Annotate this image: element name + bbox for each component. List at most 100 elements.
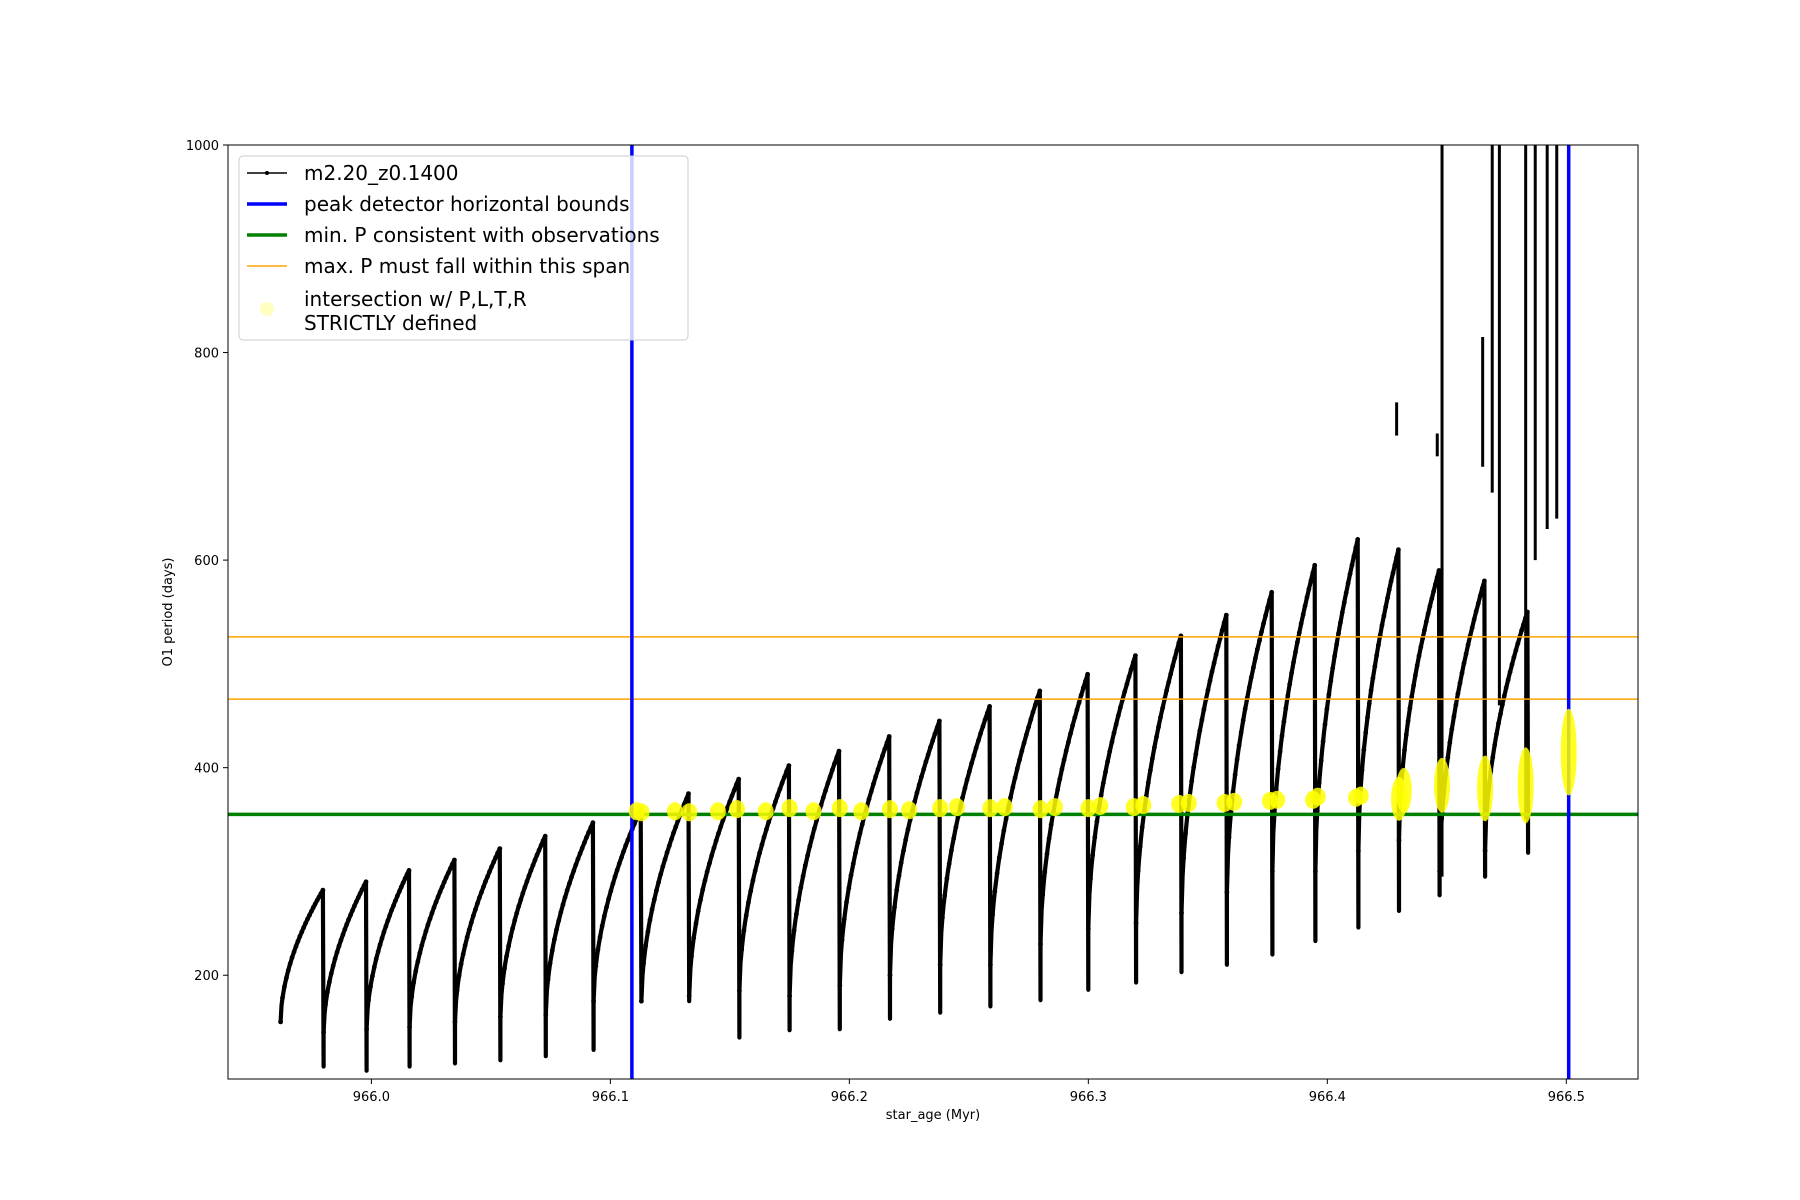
period-point xyxy=(1133,920,1139,926)
period-point xyxy=(1381,613,1387,619)
period-point xyxy=(485,874,490,879)
period-point xyxy=(1479,585,1485,591)
period-point xyxy=(556,918,562,924)
period-point xyxy=(844,899,849,905)
period-point xyxy=(1109,739,1115,745)
period-point xyxy=(1100,780,1106,786)
period-point xyxy=(1482,578,1487,584)
period-point xyxy=(1107,749,1113,754)
period-point xyxy=(1423,619,1429,625)
period-point xyxy=(964,777,970,783)
period-point xyxy=(357,891,363,896)
period-point xyxy=(693,921,699,926)
period-point xyxy=(761,834,767,840)
period-point xyxy=(940,915,945,920)
x-tick-label: 966.3 xyxy=(1070,1090,1107,1105)
period-point xyxy=(462,942,468,948)
period-point xyxy=(1343,590,1349,596)
period-point xyxy=(352,903,357,909)
legend-swatch-intersection xyxy=(260,302,274,316)
period-point xyxy=(297,934,303,939)
period-point xyxy=(520,891,526,896)
period-point xyxy=(750,878,756,883)
period-point xyxy=(1076,700,1082,705)
period-point xyxy=(928,745,933,750)
x-axis-label: star_age (Myr) xyxy=(886,1108,980,1123)
period-point xyxy=(1451,714,1457,720)
period-point xyxy=(375,949,381,954)
period-point xyxy=(1494,731,1499,737)
period-point xyxy=(716,831,721,836)
period-point xyxy=(303,920,308,926)
period-point xyxy=(886,734,892,739)
period-point xyxy=(282,984,287,990)
period-point xyxy=(1209,669,1215,675)
period-point xyxy=(355,895,361,900)
reference-lines xyxy=(228,145,1638,1079)
legend-label: intersection w/ P,L,T,R xyxy=(304,287,527,311)
period-point xyxy=(610,881,616,887)
period-point xyxy=(827,774,833,780)
period-point xyxy=(441,879,447,885)
period-point xyxy=(1179,910,1184,916)
period-point xyxy=(1070,723,1075,728)
period-point xyxy=(483,879,488,884)
period-point xyxy=(1390,570,1396,576)
period-point xyxy=(1246,685,1252,690)
period-point xyxy=(1300,612,1306,617)
period-point xyxy=(1139,824,1145,830)
period-point xyxy=(307,912,312,918)
period-point xyxy=(1368,688,1374,693)
period-point xyxy=(528,868,534,873)
period-point xyxy=(1304,594,1310,600)
period-point xyxy=(868,789,874,794)
period-point xyxy=(1465,642,1471,648)
period-point xyxy=(1490,754,1496,760)
period-point xyxy=(299,929,305,935)
period-point xyxy=(1001,828,1007,834)
period-point xyxy=(1074,707,1080,713)
period-point xyxy=(1080,685,1086,691)
period-point xyxy=(1160,705,1165,711)
period-point xyxy=(976,738,981,743)
period-point xyxy=(643,943,649,949)
period-point xyxy=(348,912,353,918)
period-point xyxy=(1347,571,1353,577)
period-point xyxy=(990,912,995,918)
period-point xyxy=(1048,822,1054,827)
period-point xyxy=(368,984,373,990)
period-point xyxy=(1322,722,1328,727)
period-point xyxy=(1519,628,1524,633)
period-point xyxy=(415,959,421,965)
period-point xyxy=(1461,660,1467,666)
period-point xyxy=(309,908,314,914)
period-point xyxy=(1351,553,1357,559)
intersection-marker xyxy=(1560,708,1577,796)
period-point xyxy=(944,876,950,881)
period-point xyxy=(887,972,893,978)
period-point xyxy=(737,988,742,994)
period-point xyxy=(413,968,419,974)
period-point xyxy=(1405,718,1411,724)
period-point xyxy=(342,927,348,932)
period-point xyxy=(1113,721,1119,727)
period-point xyxy=(651,897,657,902)
intersection-marker xyxy=(805,802,822,821)
period-point xyxy=(1253,655,1258,661)
period-point xyxy=(1289,670,1294,676)
period-point xyxy=(1332,653,1337,659)
period-point xyxy=(1402,747,1407,753)
period-point xyxy=(526,873,532,879)
period-point xyxy=(1308,578,1314,584)
period-point xyxy=(604,904,609,910)
period-point xyxy=(1310,570,1316,576)
period-point xyxy=(280,995,285,1001)
period-point xyxy=(470,913,476,919)
intersection-marker xyxy=(709,802,726,821)
period-point xyxy=(1078,692,1084,698)
period-point xyxy=(951,836,957,841)
period-point xyxy=(1445,755,1451,761)
period-point xyxy=(393,898,398,903)
period-point xyxy=(1046,836,1052,841)
period-point xyxy=(562,894,568,900)
